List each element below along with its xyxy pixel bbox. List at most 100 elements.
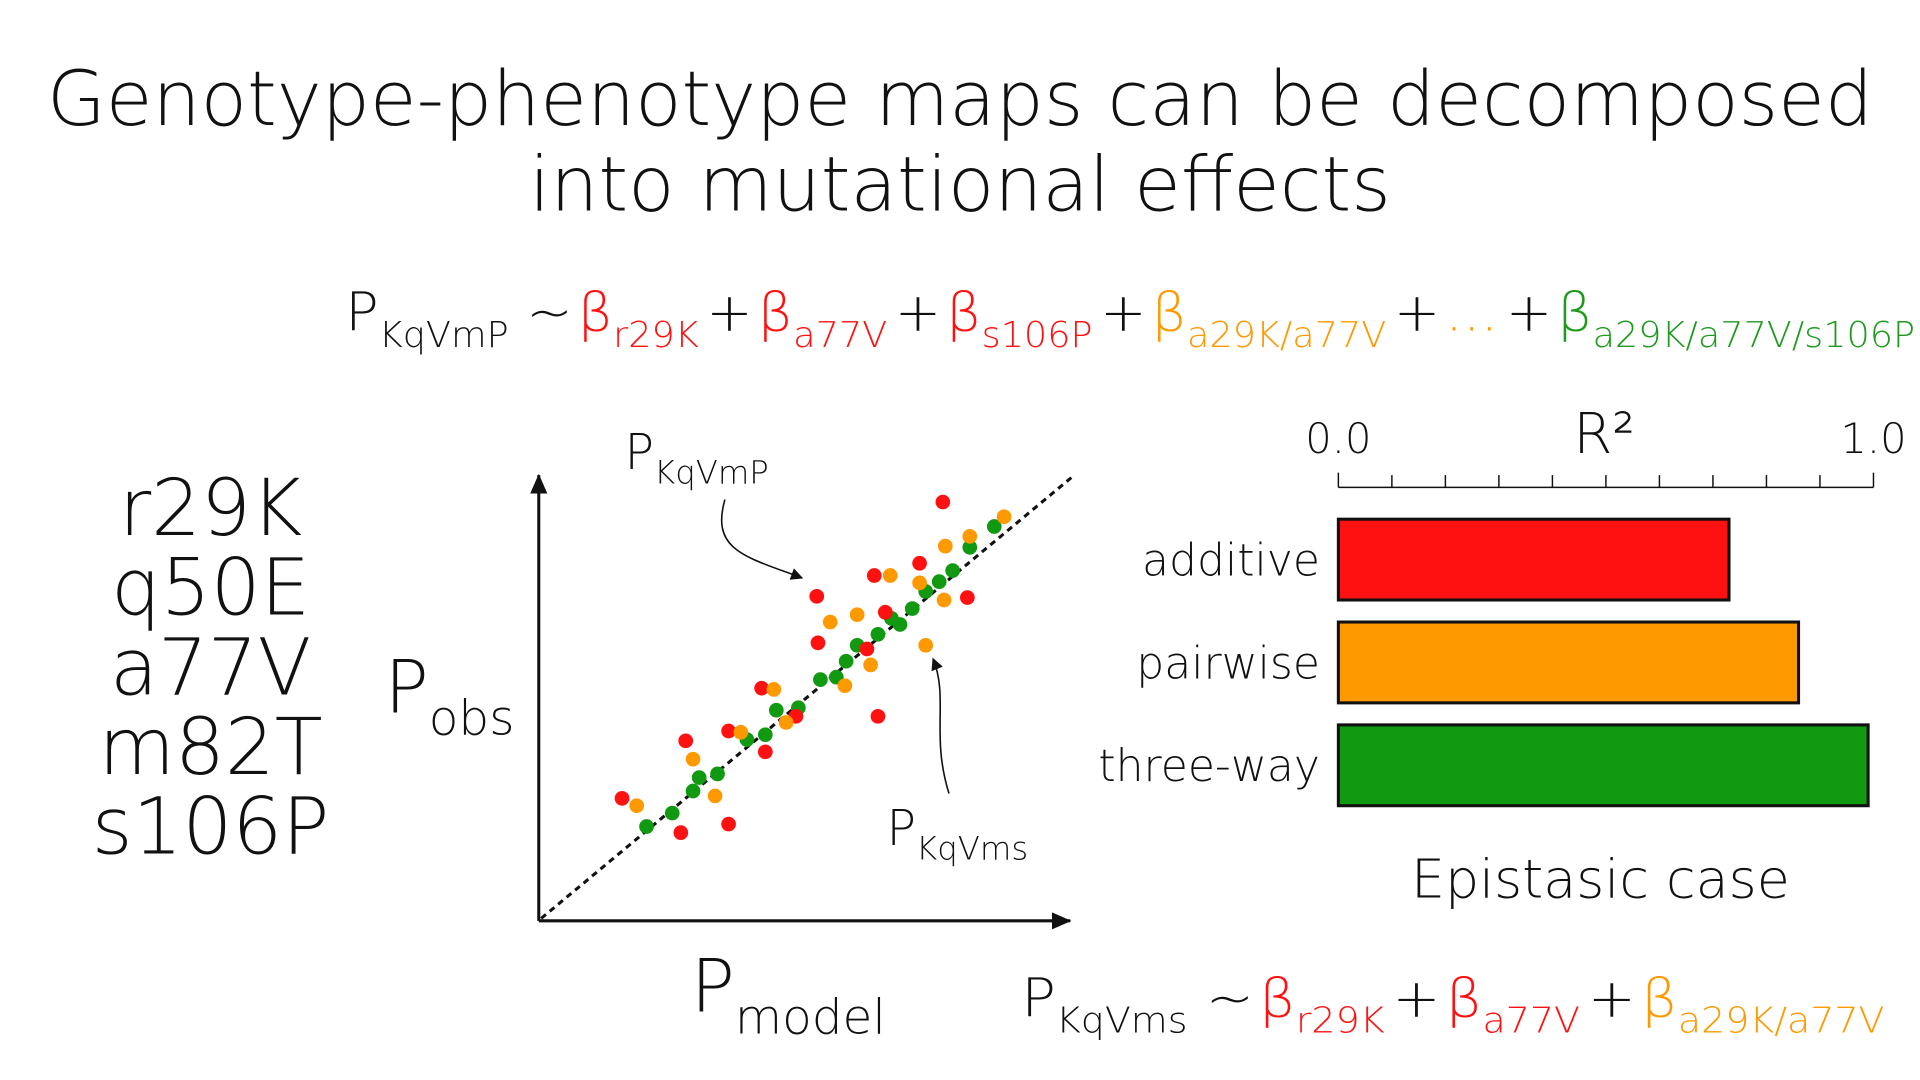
subscript: KqVmP bbox=[379, 315, 509, 356]
operator: + bbox=[706, 281, 752, 344]
scatter-point bbox=[918, 637, 934, 653]
subscript: r29K bbox=[1296, 1000, 1385, 1041]
scatter-point bbox=[904, 601, 920, 616]
caption: Epistasic case bbox=[1411, 848, 1790, 911]
bar bbox=[1336, 723, 1870, 808]
mutation: r29K bbox=[119, 463, 302, 554]
symbol: ... bbox=[1445, 281, 1498, 344]
category-label: pairwise bbox=[1136, 638, 1320, 689]
scatter-point bbox=[822, 614, 838, 630]
scatter-point bbox=[837, 678, 853, 694]
title-line: into mutational effects bbox=[529, 141, 1391, 229]
scatter-point bbox=[639, 819, 654, 834]
subscript: model bbox=[735, 989, 886, 1045]
mutation: a77V bbox=[110, 622, 311, 713]
symbol: P bbox=[384, 646, 428, 731]
scatter-point bbox=[614, 791, 630, 806]
equation: PKqVmP ~ βr29K + βa77V + βs106P + βa29K/a77V +...… bbox=[345, 281, 1915, 356]
scatter-point bbox=[810, 635, 826, 651]
scatter-point bbox=[685, 783, 701, 799]
scatter-points bbox=[614, 494, 1012, 840]
scatter-point bbox=[936, 592, 952, 608]
scatter-point bbox=[685, 751, 701, 767]
symbol: β bbox=[1152, 281, 1187, 344]
scatter-point bbox=[721, 723, 736, 739]
subscript: a29K/a77V bbox=[1678, 1000, 1885, 1041]
scatter-point bbox=[863, 657, 878, 673]
symbol: β bbox=[1557, 281, 1592, 344]
scatter-point bbox=[866, 568, 882, 583]
category-label: three-way bbox=[1098, 741, 1320, 792]
symbol: β bbox=[946, 281, 981, 344]
scatter-point bbox=[960, 590, 975, 605]
equation: PKqVms ~ βr29K + βa77V + βa29K/a77V bbox=[1021, 966, 1884, 1041]
subscript: KqVmP bbox=[654, 454, 769, 492]
annotation-arrow bbox=[931, 657, 950, 794]
symbol: β bbox=[1641, 966, 1678, 1029]
mutation: q50E bbox=[111, 543, 310, 634]
operator: + bbox=[1392, 966, 1440, 1029]
subscript: a29K/a77V bbox=[1187, 315, 1386, 356]
title-line: Genotype-phenotype maps can be decompose… bbox=[47, 55, 1873, 143]
scatter-point bbox=[882, 568, 898, 583]
scatter-point bbox=[766, 682, 782, 697]
symbol: β bbox=[758, 281, 793, 344]
subscript: a29K/a77V/s106P bbox=[1593, 315, 1916, 356]
symbol: P bbox=[345, 281, 378, 344]
scatter-point bbox=[859, 641, 875, 657]
symbol: β bbox=[1259, 966, 1296, 1029]
subscript: a77V bbox=[793, 315, 887, 356]
mutation: m82T bbox=[99, 702, 323, 793]
subscript: r29K bbox=[613, 315, 699, 356]
scatter-point bbox=[996, 509, 1012, 525]
scatter-point bbox=[691, 770, 707, 785]
scatter-point bbox=[664, 805, 680, 821]
scatter-point bbox=[870, 626, 886, 642]
symbol: P bbox=[1021, 966, 1056, 1029]
x-tick-label: 0.0 bbox=[1305, 414, 1371, 463]
category-label: additive bbox=[1142, 536, 1320, 587]
scatter-point bbox=[962, 528, 978, 544]
scatter-point bbox=[849, 607, 865, 623]
relation: ~ bbox=[526, 281, 572, 344]
scatter-point bbox=[754, 680, 769, 696]
operator: + bbox=[1100, 281, 1146, 344]
subscript: KqVms bbox=[1056, 1000, 1188, 1041]
symbol: P bbox=[691, 944, 735, 1029]
symbol: P bbox=[887, 800, 917, 857]
scatter-point bbox=[757, 727, 773, 743]
scatter-point bbox=[778, 715, 794, 730]
diagonal bbox=[540, 476, 1073, 920]
subscript: a77V bbox=[1483, 1000, 1580, 1041]
scatter-point bbox=[937, 538, 953, 554]
subscript: KqVms bbox=[916, 830, 1028, 868]
operator: + bbox=[1506, 281, 1552, 344]
mutation: s106P bbox=[92, 781, 330, 872]
scatter-point bbox=[673, 825, 689, 840]
scatter-point bbox=[678, 733, 694, 749]
scatter-point bbox=[962, 540, 978, 555]
scatter-point bbox=[912, 575, 927, 591]
scatter-point bbox=[877, 604, 893, 620]
bar bbox=[1336, 620, 1801, 705]
symbol: P bbox=[624, 424, 654, 481]
scatter-point bbox=[912, 555, 927, 571]
scatter-point bbox=[757, 744, 773, 760]
bar bbox=[1336, 517, 1731, 602]
scatter-point bbox=[813, 672, 828, 687]
scatter-point bbox=[629, 798, 645, 814]
x-tick-label: 1.0 bbox=[1840, 414, 1906, 463]
scatter-point bbox=[986, 519, 1002, 534]
scatter-point bbox=[710, 766, 725, 782]
subscript: s106P bbox=[982, 315, 1093, 356]
scatter-point bbox=[945, 563, 960, 578]
subscript: obs bbox=[429, 691, 515, 747]
scatter-point bbox=[838, 653, 854, 669]
scatter-point bbox=[931, 574, 947, 589]
symbol: β bbox=[1446, 966, 1483, 1029]
scatter-point bbox=[707, 788, 723, 804]
axis-label: Pmodel bbox=[691, 944, 886, 1045]
operator: + bbox=[1394, 281, 1440, 344]
annotation-arrow bbox=[720, 499, 804, 580]
